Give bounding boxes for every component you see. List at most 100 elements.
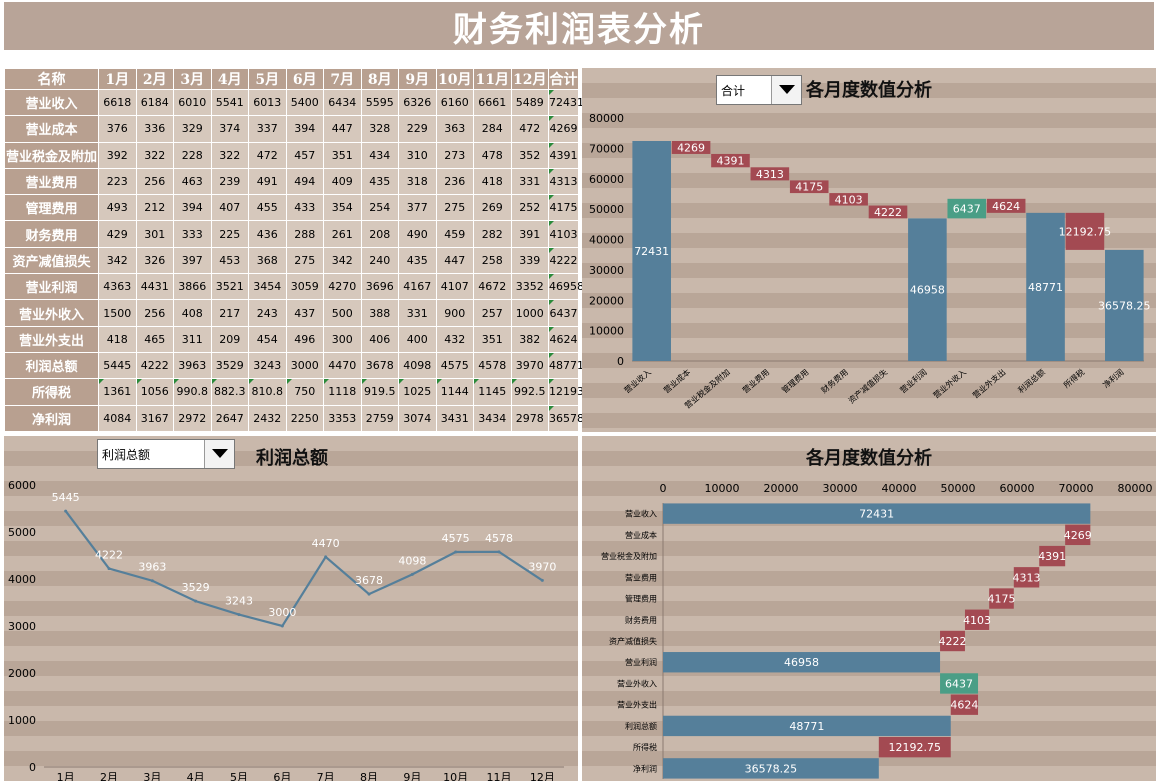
table-cell[interactable]: 491 bbox=[248, 167, 287, 196]
table-cell[interactable]: 257 bbox=[473, 299, 512, 327]
table-cell[interactable]: 326 bbox=[135, 246, 174, 275]
table-cell[interactable]: 407 bbox=[210, 194, 249, 222]
table-cell[interactable]: 3167 bbox=[135, 404, 174, 433]
table-cell[interactable]: 351 bbox=[473, 325, 512, 353]
table-cell[interactable]: 4624 bbox=[548, 325, 579, 353]
table-cell[interactable]: 435 bbox=[360, 167, 399, 196]
table-cell[interactable]: 392 bbox=[98, 141, 137, 169]
table-cell[interactable]: 397 bbox=[173, 246, 212, 275]
table-cell[interactable]: 301 bbox=[135, 220, 174, 248]
table-cell[interactable]: 318 bbox=[398, 167, 437, 196]
table-cell[interactable]: 273 bbox=[435, 141, 474, 169]
table-cell[interactable]: 400 bbox=[398, 325, 437, 353]
table-cell[interactable]: 472 bbox=[510, 115, 549, 143]
table-cell[interactable]: 4084 bbox=[98, 404, 137, 433]
table-cell[interactable]: 3970 bbox=[510, 351, 549, 380]
table-cell[interactable]: 4672 bbox=[473, 273, 512, 301]
table-cell[interactable]: 3352 bbox=[510, 273, 549, 301]
table-cell[interactable]: 4222 bbox=[548, 246, 579, 275]
table-cell[interactable]: 1000 bbox=[510, 299, 549, 327]
table-cell[interactable]: 208 bbox=[360, 220, 399, 248]
table-cell[interactable]: 256 bbox=[135, 167, 174, 196]
table-cell[interactable]: 382 bbox=[510, 325, 549, 353]
table-cell[interactable]: 4222 bbox=[135, 351, 174, 380]
table-cell[interactable]: 750 bbox=[285, 378, 324, 406]
table-cell[interactable]: 236 bbox=[435, 167, 474, 196]
table-cell[interactable]: 331 bbox=[398, 299, 437, 327]
table-cell[interactable]: 429 bbox=[98, 220, 137, 248]
table-cell[interactable]: 5400 bbox=[285, 88, 324, 117]
table-cell[interactable]: 256 bbox=[135, 299, 174, 327]
table-cell[interactable]: 333 bbox=[173, 220, 212, 248]
table-cell[interactable]: 48771 bbox=[548, 351, 584, 380]
table-cell[interactable]: 3074 bbox=[398, 404, 437, 433]
table-cell[interactable]: 406 bbox=[360, 325, 399, 353]
table-cell[interactable]: 4363 bbox=[98, 273, 137, 301]
metric-select-dropdown[interactable]: 利润总额 bbox=[97, 439, 235, 469]
table-cell[interactable]: 4578 bbox=[473, 351, 512, 380]
table-cell[interactable]: 500 bbox=[323, 299, 362, 327]
table-cell[interactable]: 336 bbox=[135, 115, 174, 143]
table-cell[interactable]: 342 bbox=[323, 246, 362, 275]
table-cell[interactable]: 5489 bbox=[510, 88, 549, 117]
item-select-dropdown[interactable]: 合计 bbox=[716, 75, 802, 105]
table-cell[interactable]: 1118 bbox=[323, 378, 362, 406]
table-cell[interactable]: 3963 bbox=[173, 351, 212, 380]
table-cell[interactable]: 990.8 bbox=[173, 378, 212, 406]
table-cell[interactable]: 3434 bbox=[473, 404, 512, 433]
table-cell[interactable]: 374 bbox=[210, 115, 249, 143]
table-cell[interactable]: 6618 bbox=[98, 88, 137, 117]
table-cell[interactable]: 4270 bbox=[323, 273, 362, 301]
table-cell[interactable]: 463 bbox=[173, 167, 212, 196]
table-cell[interactable]: 447 bbox=[435, 246, 474, 275]
table-cell[interactable]: 418 bbox=[473, 167, 512, 196]
table-cell[interactable]: 243 bbox=[248, 299, 287, 327]
table-cell[interactable]: 331 bbox=[510, 167, 549, 196]
table-cell[interactable]: 2978 bbox=[510, 404, 549, 433]
table-cell[interactable]: 472 bbox=[248, 141, 287, 169]
table-cell[interactable]: 209 bbox=[210, 325, 249, 353]
table-cell[interactable]: 351 bbox=[323, 141, 362, 169]
table-cell[interactable]: 368 bbox=[248, 246, 287, 275]
table-cell[interactable]: 6013 bbox=[248, 88, 287, 117]
table-cell[interactable]: 434 bbox=[360, 141, 399, 169]
table-cell[interactable]: 6184 bbox=[135, 88, 174, 117]
table-cell[interactable]: 1500 bbox=[98, 299, 137, 327]
table-cell[interactable]: 337 bbox=[248, 115, 287, 143]
table-cell[interactable]: 5595 bbox=[360, 88, 399, 117]
table-cell[interactable]: 3431 bbox=[435, 404, 474, 433]
table-cell[interactable]: 4175 bbox=[548, 194, 579, 222]
table-cell[interactable]: 455 bbox=[248, 194, 287, 222]
table-cell[interactable]: 437 bbox=[285, 299, 324, 327]
table-cell[interactable]: 6010 bbox=[173, 88, 212, 117]
table-cell[interactable]: 496 bbox=[285, 325, 324, 353]
table-cell[interactable]: 6437 bbox=[548, 299, 579, 327]
table-cell[interactable]: 212 bbox=[135, 194, 174, 222]
table-cell[interactable]: 12193 bbox=[548, 378, 584, 406]
table-cell[interactable]: 3454 bbox=[248, 273, 287, 301]
table-cell[interactable]: 453 bbox=[210, 246, 249, 275]
table-cell[interactable]: 810.8 bbox=[248, 378, 287, 406]
table-cell[interactable]: 322 bbox=[210, 141, 249, 169]
table-cell[interactable]: 494 bbox=[285, 167, 324, 196]
table-cell[interactable]: 1025 bbox=[398, 378, 437, 406]
table-cell[interactable]: 882.3 bbox=[210, 378, 249, 406]
table-cell[interactable]: 1144 bbox=[435, 378, 474, 406]
table-cell[interactable]: 282 bbox=[473, 220, 512, 248]
table-cell[interactable]: 4431 bbox=[135, 273, 174, 301]
table-cell[interactable]: 4470 bbox=[323, 351, 362, 380]
dropdown-arrow-icon[interactable] bbox=[204, 440, 234, 468]
table-cell[interactable]: 284 bbox=[473, 115, 512, 143]
table-cell[interactable]: 435 bbox=[398, 246, 437, 275]
table-cell[interactable]: 459 bbox=[435, 220, 474, 248]
table-cell[interactable]: 240 bbox=[360, 246, 399, 275]
table-cell[interactable]: 377 bbox=[398, 194, 437, 222]
table-cell[interactable]: 5541 bbox=[210, 88, 249, 117]
table-cell[interactable]: 3678 bbox=[360, 351, 399, 380]
table-cell[interactable]: 394 bbox=[285, 115, 324, 143]
table-cell[interactable]: 223 bbox=[98, 167, 137, 196]
table-cell[interactable]: 5445 bbox=[98, 351, 137, 380]
table-cell[interactable]: 3696 bbox=[360, 273, 399, 301]
table-cell[interactable]: 3353 bbox=[323, 404, 362, 433]
table-cell[interactable]: 354 bbox=[323, 194, 362, 222]
